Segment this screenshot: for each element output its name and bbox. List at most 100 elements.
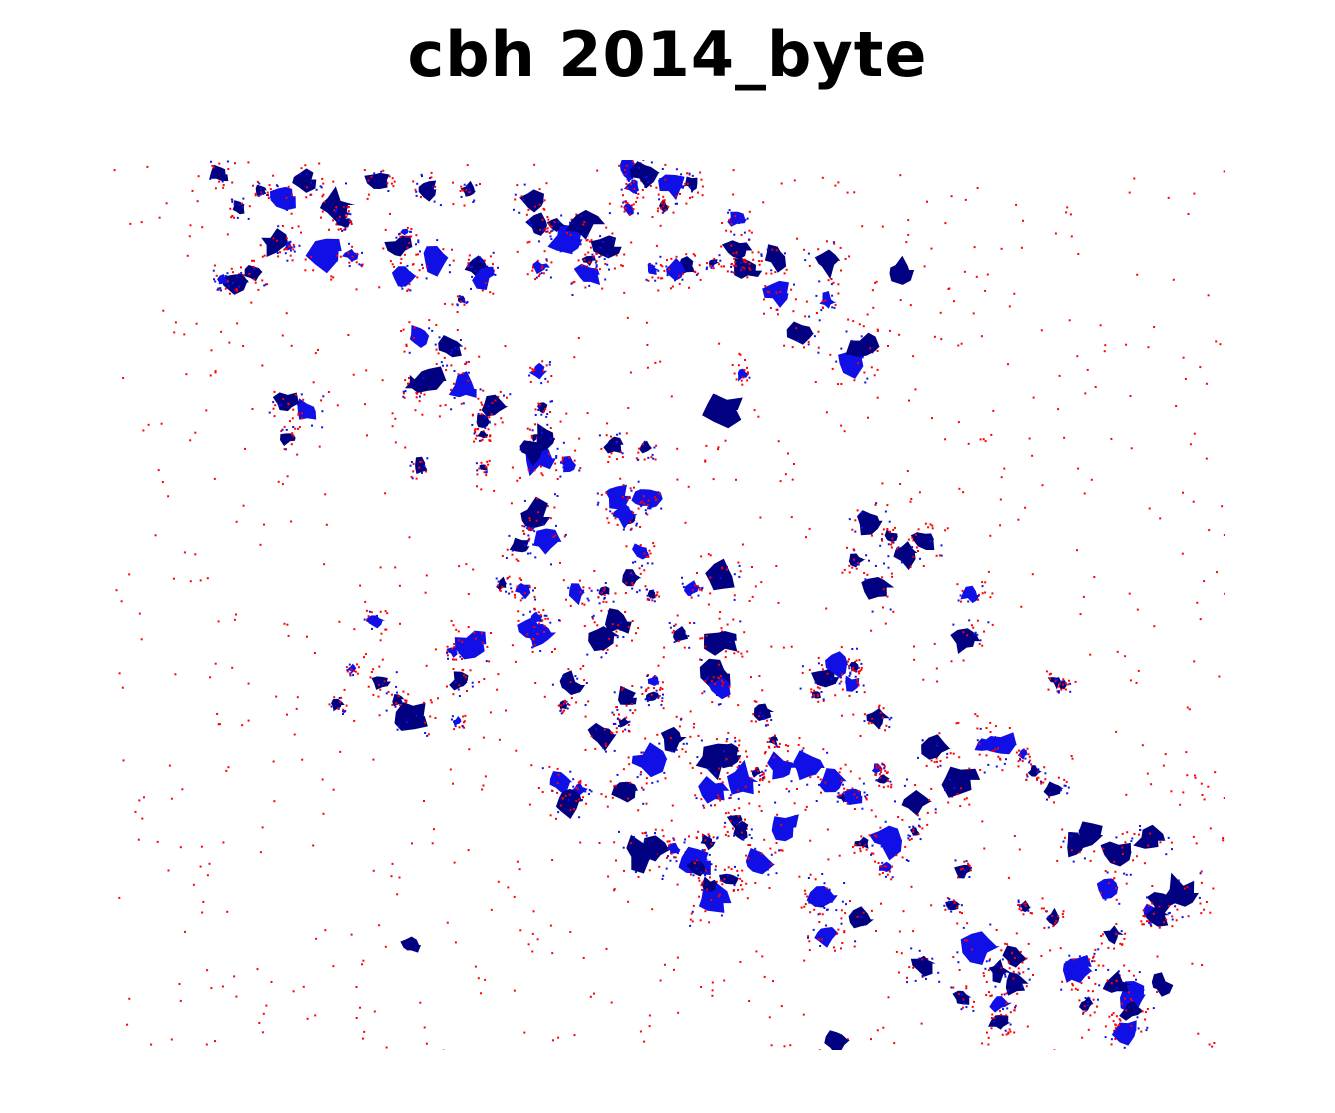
edge-pixel (704, 910, 707, 913)
edge-pixel (1100, 935, 1103, 937)
edge-pixel (740, 269, 743, 271)
edge-pixel (869, 347, 872, 350)
edge-pixel (776, 745, 779, 748)
edge-pixel (861, 225, 864, 228)
edge-pixel (526, 593, 529, 596)
edge-pixel (653, 545, 656, 548)
edge-pixel (1200, 881, 1203, 884)
edge-pixel (531, 932, 534, 935)
edge-pixel (875, 930, 877, 932)
edge-pixel (1137, 669, 1140, 672)
edge-pixel (961, 912, 963, 915)
edge-pixel (852, 667, 855, 670)
edge-pixel (739, 353, 742, 356)
edge-pixel (262, 1012, 265, 1015)
edge-pixel (972, 1009, 975, 1012)
edge-pixel (1199, 366, 1202, 369)
edge-pixel (670, 852, 673, 855)
edge-pixel (1082, 1012, 1084, 1015)
edge-pixel (497, 266, 499, 269)
edge-pixel (599, 246, 602, 249)
edge-pixel (311, 424, 313, 427)
edge-pixel (343, 688, 346, 691)
edge-pixel (907, 219, 910, 222)
edge-pixel (875, 280, 878, 283)
edge-pixel (509, 393, 512, 396)
edge-pixel (661, 265, 664, 268)
edge-pixel (310, 181, 313, 184)
edge-pixel (320, 216, 322, 219)
edge-pixel (1136, 1016, 1139, 1019)
edge-pixel (222, 274, 225, 277)
edge-pixel (1111, 1013, 1113, 1016)
edge-pixel (1013, 956, 1016, 959)
edge-pixel (628, 720, 631, 723)
edge-pixel (701, 587, 703, 590)
figure-title: cbh 2014_byte (407, 18, 928, 91)
edge-pixel (505, 557, 508, 559)
edge-pixel (630, 204, 633, 207)
edge-pixel (348, 218, 351, 221)
edge-pixel (905, 241, 908, 244)
edge-pixel (453, 370, 456, 372)
edge-pixel (698, 879, 701, 882)
water-body (588, 626, 620, 652)
edge-pixel (1139, 828, 1142, 831)
edge-pixel (1097, 948, 1100, 951)
edge-pixel (1087, 989, 1090, 992)
edge-pixel (629, 521, 632, 524)
edge-pixel (238, 203, 241, 206)
edge-pixel (557, 220, 560, 223)
edge-pixel (742, 773, 745, 776)
edge-pixel (484, 465, 487, 468)
edge-pixel (451, 715, 454, 718)
edge-pixel (698, 264, 701, 267)
edge-pixel (332, 219, 335, 222)
edge-pixel (806, 895, 809, 898)
edge-pixel (817, 913, 820, 916)
edge-pixel (485, 436, 488, 438)
edge-pixel (625, 164, 628, 167)
edge-pixel (419, 196, 422, 198)
edge-pixel (431, 329, 434, 332)
edge-pixel (461, 658, 463, 660)
edge-pixel (1060, 846, 1063, 849)
edge-pixel (370, 611, 373, 614)
edge-pixel (1007, 363, 1009, 366)
edge-pixel (372, 758, 375, 761)
edge-pixel (550, 261, 553, 264)
edge-pixel (984, 440, 987, 443)
edge-pixel (453, 728, 456, 731)
edge-pixel (682, 586, 685, 589)
edge-pixel (667, 205, 669, 208)
edge-pixel (761, 770, 764, 773)
edge-pixel (935, 554, 938, 557)
edge-pixel (928, 799, 930, 801)
edge-pixel (424, 721, 426, 724)
edge-pixel (881, 576, 884, 579)
edge-pixel (639, 773, 642, 776)
edge-pixel (472, 201, 475, 203)
edge-pixel (874, 815, 877, 818)
edge-pixel (573, 356, 576, 359)
edge-pixel (277, 225, 280, 228)
edge-pixel (651, 908, 654, 911)
edge-pixel (487, 405, 490, 408)
edge-pixel (704, 869, 707, 872)
edge-pixel (726, 738, 729, 740)
edge-pixel (774, 271, 777, 274)
edge-pixel (1022, 971, 1025, 974)
edge-pixel (622, 768, 625, 771)
edge-pixel (642, 196, 645, 199)
edge-pixel (827, 858, 830, 861)
edge-pixel (713, 260, 716, 263)
edge-pixel (1056, 690, 1059, 693)
edge-pixel (876, 396, 879, 399)
edge-pixel (480, 401, 483, 404)
edge-pixel (564, 794, 567, 797)
edge-pixel (820, 791, 822, 794)
edge-pixel (321, 177, 324, 180)
edge-pixel (430, 176, 433, 179)
edge-pixel (1149, 923, 1152, 926)
edge-pixel (485, 471, 488, 473)
